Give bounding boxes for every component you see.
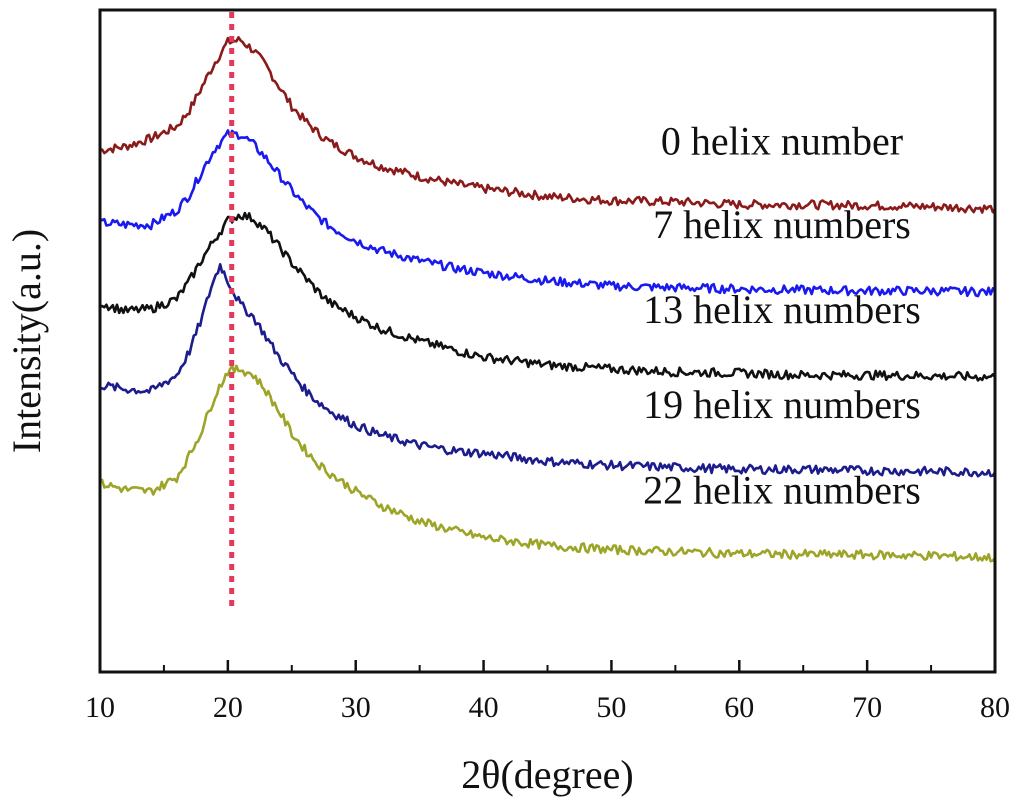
x-axis-title: 2θ(degree) xyxy=(461,752,633,797)
series-line xyxy=(99,36,997,214)
series-line xyxy=(99,211,997,382)
series-line xyxy=(99,263,997,478)
plot-frame xyxy=(98,8,997,674)
series-label: 19 helix numbers xyxy=(643,382,921,427)
series-line xyxy=(99,129,997,298)
series-labels: 0 helix number 7 helix numbers 13 helix nu… xyxy=(643,119,921,513)
x-tick-label: 60 xyxy=(724,691,754,724)
series-label: 7 helix numbers xyxy=(653,202,911,247)
x-tick-label: 50 xyxy=(596,691,626,724)
series-line xyxy=(98,364,997,563)
x-tick-label: 40 xyxy=(469,691,499,724)
x-tick-label: 20 xyxy=(213,691,243,724)
x-tick-label: 30 xyxy=(341,691,371,724)
x-tick-label: 80 xyxy=(980,691,1010,724)
series-label: 13 helix numbers xyxy=(643,287,921,332)
x-ticks: 10 20 30 40 50 60 70 80 xyxy=(85,660,1010,724)
series-layer xyxy=(98,36,997,563)
series-label: 22 helix numbers xyxy=(643,468,921,513)
series-label: 0 helix number xyxy=(661,119,903,164)
y-axis-title: Intensity(a.u.) xyxy=(4,229,49,453)
x-tick-label: 10 xyxy=(85,691,115,724)
x-tick-label: 70 xyxy=(852,691,882,724)
